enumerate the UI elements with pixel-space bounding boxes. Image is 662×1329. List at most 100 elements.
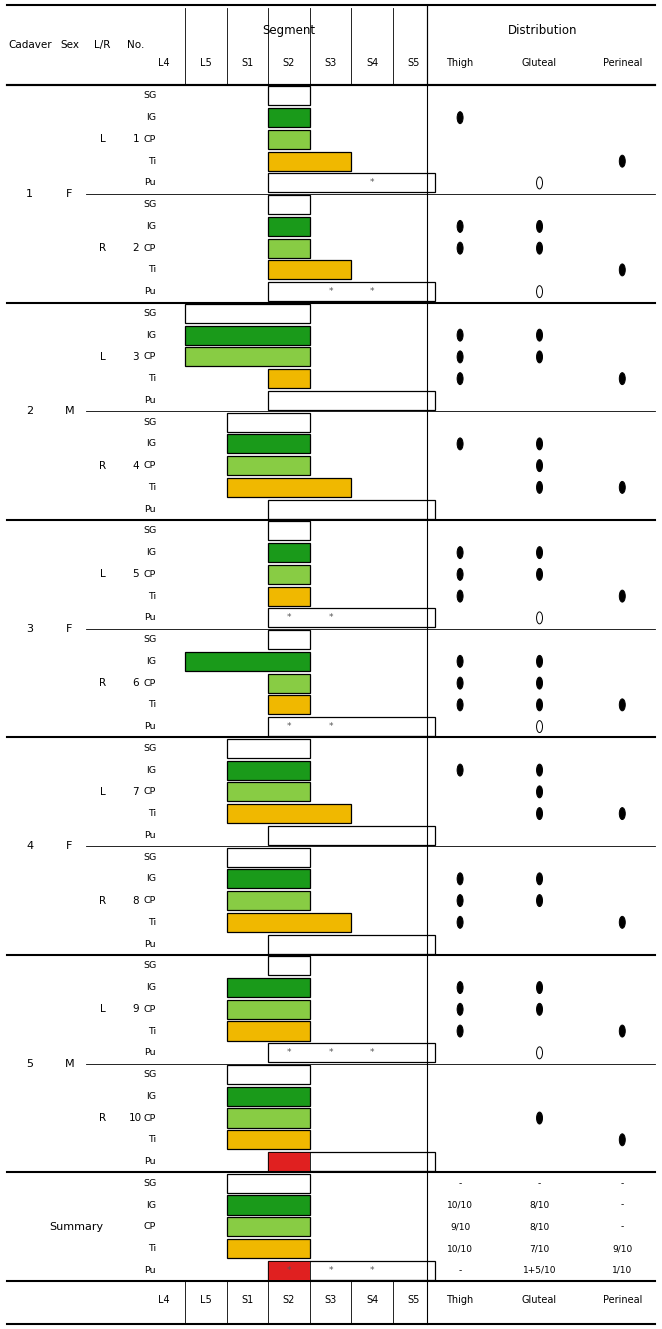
Text: CP: CP [144, 461, 156, 470]
Text: 7/10: 7/10 [530, 1244, 549, 1253]
Text: *: * [370, 287, 375, 296]
Text: 9/10: 9/10 [612, 1244, 632, 1253]
Text: *: * [370, 1049, 375, 1058]
Text: L: L [100, 352, 105, 361]
Text: Pu: Pu [144, 505, 156, 513]
Text: R: R [99, 461, 106, 470]
Text: L/R: L/R [95, 40, 111, 51]
Text: 1/10: 1/10 [612, 1265, 632, 1275]
Text: F: F [66, 189, 73, 199]
Text: 4: 4 [132, 461, 139, 470]
Text: S5: S5 [408, 1296, 420, 1305]
Text: SG: SG [143, 201, 156, 209]
Text: SG: SG [143, 853, 156, 861]
Text: CP: CP [144, 679, 156, 687]
Text: IG: IG [146, 983, 156, 991]
Text: Pu: Pu [144, 396, 156, 405]
Text: Ti: Ti [148, 482, 156, 492]
Text: CP: CP [144, 1114, 156, 1123]
Text: Pu: Pu [144, 1265, 156, 1275]
Text: R: R [99, 896, 106, 905]
Text: 1+5/10: 1+5/10 [523, 1265, 556, 1275]
Text: Thigh: Thigh [446, 57, 474, 68]
Text: *: * [370, 178, 375, 187]
Text: 8/10: 8/10 [530, 1200, 549, 1209]
Text: 6: 6 [132, 678, 139, 688]
Text: CP: CP [144, 1223, 156, 1231]
Text: R: R [99, 243, 106, 253]
Text: *: * [287, 1265, 291, 1275]
Text: 5: 5 [132, 569, 139, 579]
Text: CP: CP [144, 896, 156, 905]
Text: -: - [621, 1179, 624, 1188]
Text: Pu: Pu [144, 287, 156, 296]
Text: L5: L5 [200, 57, 212, 68]
Text: 1: 1 [26, 189, 33, 199]
Text: SG: SG [143, 92, 156, 101]
Text: IG: IG [146, 766, 156, 775]
Text: SG: SG [143, 526, 156, 536]
Text: 9: 9 [132, 1005, 139, 1014]
Text: Pu: Pu [144, 1158, 156, 1166]
Text: SG: SG [143, 417, 156, 427]
Text: CP: CP [144, 136, 156, 144]
Text: -: - [621, 1223, 624, 1231]
Text: 9/10: 9/10 [450, 1223, 470, 1231]
Text: Segment: Segment [262, 24, 316, 37]
Text: R: R [99, 1114, 106, 1123]
Text: S5: S5 [408, 57, 420, 68]
Text: S2: S2 [283, 57, 295, 68]
Text: CP: CP [144, 352, 156, 361]
Text: -: - [459, 1179, 461, 1188]
Text: IG: IG [146, 331, 156, 340]
Text: S4: S4 [366, 1296, 378, 1305]
Text: Thigh: Thigh [446, 1296, 474, 1305]
Text: Ti: Ti [148, 375, 156, 383]
Text: *: * [328, 614, 333, 622]
Text: IG: IG [146, 874, 156, 884]
Text: 10: 10 [129, 1114, 142, 1123]
Text: 1: 1 [132, 134, 139, 145]
Text: 10/10: 10/10 [447, 1200, 473, 1209]
Text: Ti: Ti [148, 1135, 156, 1144]
Text: L: L [100, 787, 105, 797]
Text: F: F [66, 623, 73, 634]
Text: L4: L4 [158, 1296, 170, 1305]
Text: CP: CP [144, 570, 156, 579]
Text: SG: SG [143, 1070, 156, 1079]
Text: 4: 4 [26, 841, 33, 851]
Text: Perineal: Perineal [602, 57, 642, 68]
Text: Ti: Ti [148, 700, 156, 710]
Text: R: R [99, 678, 106, 688]
Text: SG: SG [143, 961, 156, 970]
Text: SG: SG [143, 308, 156, 318]
Text: 8: 8 [132, 896, 139, 905]
Text: IG: IG [146, 440, 156, 448]
Text: *: * [287, 614, 291, 622]
Text: IG: IG [146, 657, 156, 666]
Text: S1: S1 [241, 1296, 254, 1305]
Text: *: * [328, 287, 333, 296]
Text: No.: No. [127, 40, 144, 51]
Text: Ti: Ti [148, 1026, 156, 1035]
Text: IG: IG [146, 1092, 156, 1100]
Text: -: - [538, 1179, 541, 1188]
Text: Pu: Pu [144, 722, 156, 731]
Text: 10/10: 10/10 [447, 1244, 473, 1253]
Text: S2: S2 [283, 1296, 295, 1305]
Text: Gluteal: Gluteal [522, 1296, 557, 1305]
Text: 7: 7 [132, 787, 139, 797]
Text: S3: S3 [324, 57, 337, 68]
Text: CP: CP [144, 243, 156, 253]
Text: *: * [328, 1049, 333, 1058]
Text: *: * [287, 1049, 291, 1058]
Text: CP: CP [144, 787, 156, 796]
Text: IG: IG [146, 222, 156, 231]
Text: Ti: Ti [148, 157, 156, 166]
Text: *: * [328, 722, 333, 731]
Text: Ti: Ti [148, 1244, 156, 1253]
Text: Perineal: Perineal [602, 1296, 642, 1305]
Text: Pu: Pu [144, 831, 156, 840]
Text: 3: 3 [26, 623, 33, 634]
Text: *: * [328, 1265, 333, 1275]
